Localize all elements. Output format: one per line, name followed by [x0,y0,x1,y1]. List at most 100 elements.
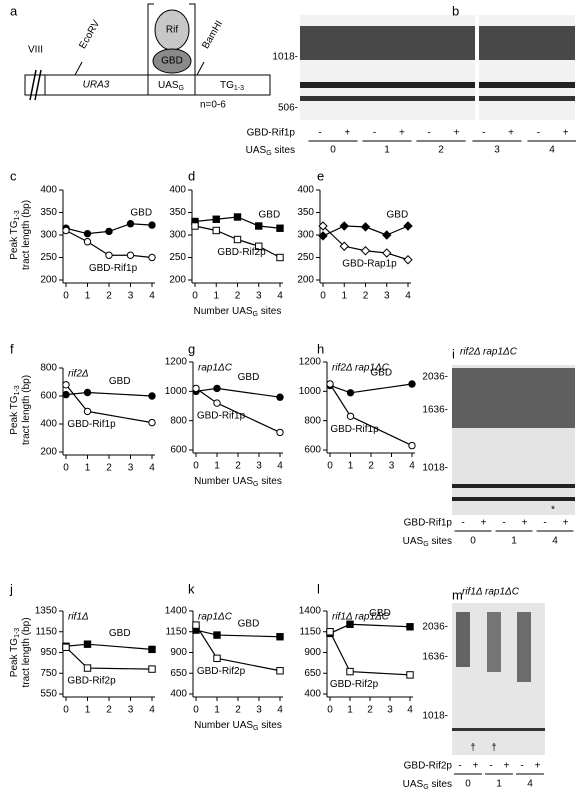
series-line [195,629,281,638]
y-axis-label: Peak TG1-3 [9,385,22,435]
series-label: GBD-Rif2p [330,679,379,690]
point [213,631,221,639]
label-part: G [253,481,258,488]
point [255,242,263,250]
y-tick-label: 800 [170,415,187,426]
x-tick-label: 3 [389,461,395,472]
label-part: sites [258,306,281,317]
y-tick-label: 1150 [35,626,57,637]
label-part: Number UAS [194,720,253,731]
series-label: GBD-Rif2p [197,666,246,677]
y-tick-label: 750 [40,668,57,679]
y-axis-label: tract length (bp) [21,617,32,687]
point [276,633,284,641]
series-label: GBD-Rif1p [89,263,138,274]
point [408,441,416,450]
point [83,407,92,416]
y-tick-label: 800 [40,363,57,374]
site-count: 0 [470,536,476,547]
x-tick-label: 2 [106,291,112,302]
x-tick-label: 0 [63,291,69,302]
sites-label: UASG sites [246,145,295,158]
point [192,384,200,393]
x-tick-label: 0 [327,705,333,716]
lane-sign: + [522,518,528,529]
y-tick-label: 600 [304,445,321,456]
point [276,253,284,262]
lane-sign: - [502,518,505,529]
lane-sign: + [344,128,350,139]
panel-letter: i [452,346,455,361]
x-tick-label: 1 [341,291,347,302]
site-label: EcoRV [77,18,102,51]
series-line [195,624,281,672]
x-tick-label: 2 [235,705,241,716]
point [212,226,220,235]
point [83,229,92,238]
y-tick-label: 400 [40,419,57,430]
y-tick-label: 400 [304,689,321,700]
y-tick-label: 200 [169,275,186,286]
gel-i [452,365,575,515]
sites-label: UASG sites [403,779,452,792]
label-part: UAS [158,80,179,91]
x-axis-label: Number UASG sites [194,720,282,733]
x-tick-label: 1 [348,461,354,472]
x-axis-label: Number UASG sites [194,476,282,489]
point [339,241,349,251]
series-line [65,646,153,670]
point [382,230,392,240]
label-part: UAS [403,536,424,547]
y-tick-label: 1150 [299,626,321,637]
protein-label: GBD [161,56,183,67]
series-label: GBD-Rif2p [67,676,116,687]
site-count: 1 [496,779,502,790]
x-tick-label: 2 [106,705,112,716]
label-part: Peak TG [9,220,20,259]
x-tick-label: 0 [63,463,69,474]
label-part: Peak TG [9,638,20,677]
y-tick-label: 400 [297,185,314,196]
y-axis-label: tract length (bp) [21,200,32,270]
point [83,640,92,648]
point [62,381,70,389]
point [276,428,284,437]
point [192,621,200,629]
x-tick-label: 0 [63,705,69,716]
lane-sign: + [399,128,405,139]
point [148,253,156,262]
strain-label: rif1Δ rap1ΔC [332,612,390,623]
y-tick-label: 900 [304,647,321,658]
x-tick-label: 4 [405,291,411,302]
x-tick-label: 3 [128,705,134,716]
point [403,255,413,265]
y-tick-label: 200 [297,275,314,286]
x-tick-label: 3 [256,461,262,472]
series-line [329,383,413,394]
label-part: G [253,311,258,318]
label-part: 1-3 [14,385,21,395]
series-label: GBD-Rif1p [67,419,116,430]
x-tick-label: 0 [193,461,199,472]
y-tick-label: 1200 [299,357,322,368]
lane-mark: † [470,743,476,754]
lane-sign: - [461,518,464,529]
point [126,220,135,228]
label-part: sites [259,476,282,487]
strain-label: rif2Δ rap1ΔC [460,347,518,358]
series-label: GBD [238,619,260,630]
label-part: sites [259,720,282,731]
lane-sign: - [489,761,492,772]
x-tick-label: 2 [368,461,374,472]
y-tick-label: 650 [304,668,321,679]
point [318,231,328,241]
point [346,620,354,628]
point [276,224,284,232]
lane-sign: + [508,128,514,139]
x-tick-label: 0 [192,291,198,302]
uas-label: UASG [158,80,184,93]
label-part: UAS [246,145,267,156]
panel-letter: d [188,168,195,183]
gene-label: URA3 [83,80,110,91]
y-tick-label: 1000 [299,386,322,397]
